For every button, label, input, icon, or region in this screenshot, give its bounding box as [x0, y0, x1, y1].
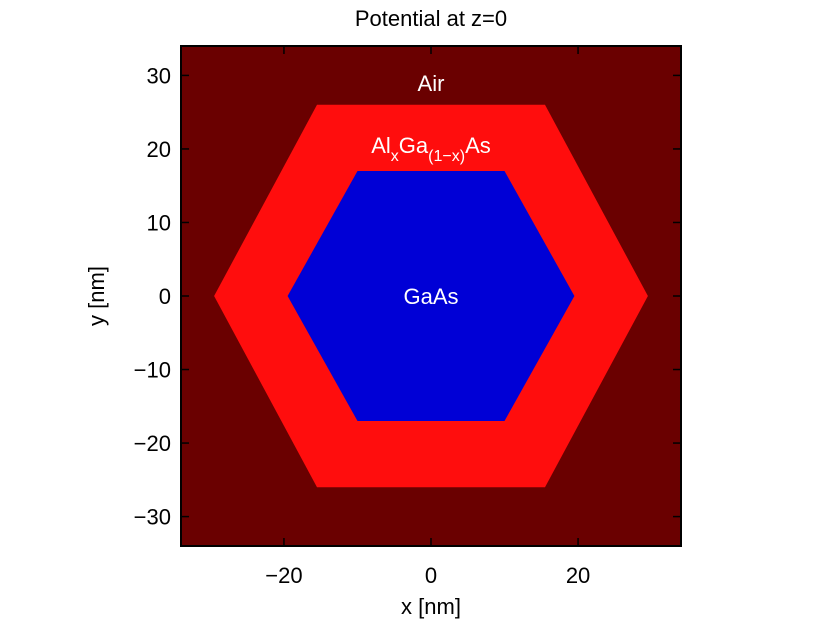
x-tick-label: 0: [425, 563, 437, 588]
algaas-label-al: Al: [371, 133, 391, 158]
y-tick-label: 0: [159, 284, 171, 309]
y-tick-label: 10: [147, 210, 171, 235]
algaas-label-x-sub: x: [391, 148, 399, 165]
air-label: Air: [418, 71, 445, 96]
gaas-core-region: [287, 171, 575, 421]
algaas-label-ga: Ga: [399, 133, 429, 158]
algaas-label-as: As: [465, 133, 491, 158]
algaas-label-frac-sub: (1−x): [428, 148, 465, 165]
x-tick-label: −20: [265, 563, 302, 588]
plot-area: Air AlxGa(1−x)As GaAs: [180, 45, 682, 547]
y-tick-label: 30: [147, 63, 171, 88]
y-tick-label: 20: [147, 137, 171, 162]
y-tick-label: −20: [134, 431, 171, 456]
y-tick-label: −10: [134, 358, 171, 383]
x-tick-label: 20: [566, 563, 590, 588]
x-axis-ticks: −20 0 20: [265, 46, 590, 588]
y-tick-label: −30: [134, 505, 171, 530]
chart-title: Potential at z=0: [355, 6, 507, 31]
algaas-label: AlxGa(1−x)As: [371, 133, 491, 165]
y-axis-title: y [nm]: [84, 266, 109, 326]
y-axis-ticks: 30 20 10 0 −10 −20 −30: [134, 63, 681, 530]
x-axis-title: x [nm]: [401, 594, 461, 619]
gaas-label: GaAs: [403, 284, 458, 309]
